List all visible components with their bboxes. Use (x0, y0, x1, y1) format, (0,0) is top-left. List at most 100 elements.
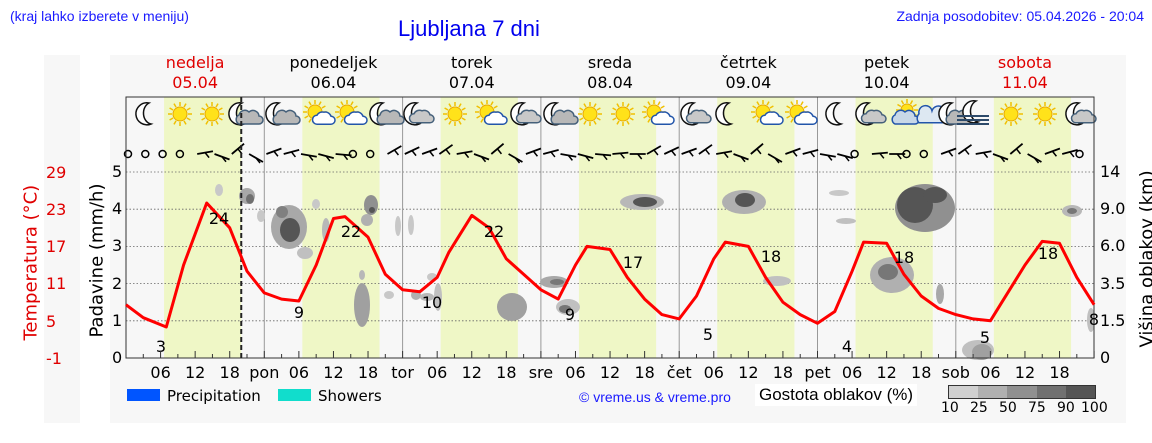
cloud-blob (257, 210, 265, 222)
temperature-annotations: 3 24 9 22 10 22 9 17 5 18 4 18 5 18 8 (156, 209, 1099, 356)
temperature-annotation: 18 (761, 247, 781, 266)
cloud-blob (312, 199, 320, 209)
calm-icon (850, 149, 859, 159)
cloud-blob (246, 194, 254, 204)
cloud-icon (685, 109, 712, 124)
cloud-density-title: Gostota oblakov (%) (755, 384, 918, 406)
moon-icon (962, 100, 981, 124)
cloud-blob (550, 279, 564, 285)
precip-tick: 1 (112, 311, 123, 330)
temperature-axis-panel (44, 55, 80, 423)
x-tick-label: 06 (704, 363, 724, 382)
calm-icon (141, 149, 150, 159)
temperature-annotation: 10 (422, 293, 442, 312)
x-tick-label: 18 (358, 363, 378, 382)
cloud-blob (215, 184, 223, 196)
temperature-annotation: 22 (484, 222, 504, 241)
cloud-icon (860, 109, 887, 124)
temp-tick: 23 (46, 200, 67, 219)
cloud-blob (878, 264, 898, 280)
calm-icon (902, 149, 911, 159)
copyright-link[interactable]: © vreme.us & vreme.pro (579, 389, 731, 405)
cloud-density-colorbar (948, 385, 1096, 399)
temperature-annotation: 9 (565, 305, 575, 324)
cloud-blob (420, 293, 434, 301)
day-name: nedelja (165, 53, 225, 72)
wind-barb-icon (595, 153, 612, 157)
cloud-blob (434, 283, 442, 311)
day-date: 07.04 (448, 73, 495, 92)
cloud-icon (759, 111, 784, 125)
cloud-icon (408, 109, 435, 124)
showers-legend-label: Showers (318, 387, 382, 405)
x-tick-label: 06 (565, 363, 585, 382)
cloud-blob (1067, 208, 1077, 214)
precip-tick: 3 (112, 236, 123, 255)
calm-icon (365, 149, 375, 159)
cloud-blob (408, 215, 414, 235)
cloud-icon (515, 109, 542, 124)
cloud-blob (829, 190, 849, 196)
cloud-blob (384, 291, 394, 299)
cloud-tick: 3.5 (1100, 274, 1126, 293)
day-name: sobota (997, 53, 1053, 72)
day-header: sobota 11.04 (960, 53, 1090, 93)
sun-icon (1033, 102, 1057, 126)
wind-barb-icon (802, 148, 819, 155)
x-tick-label: 18 (634, 363, 654, 382)
cloud-icon (793, 111, 818, 125)
density-tick: 75 (1028, 400, 1046, 416)
cloud-icon (376, 109, 405, 125)
daylight-band (717, 97, 795, 358)
cloud-icon (650, 111, 675, 125)
cloud-icon (272, 109, 301, 125)
sun-icon (578, 102, 602, 126)
page-title: Ljubljana 7 dni (398, 16, 540, 41)
density-tick: 100 (1081, 400, 1108, 416)
x-tick-label: 06 (842, 363, 862, 382)
precip-tick: 4 (112, 199, 123, 218)
sun-icon (200, 102, 224, 126)
cloud-blob (836, 218, 856, 224)
temp-tick: 17 (46, 237, 67, 256)
cloud-icon (311, 111, 336, 125)
x-tick-label: pet (804, 363, 830, 382)
cloud-blob (923, 187, 947, 203)
daylight-band (993, 97, 1072, 358)
precip-tick: 0 (112, 348, 123, 367)
day-header: nedelja 05.04 (130, 53, 260, 93)
density-tick: 25 (970, 400, 988, 416)
wind-barb-icon (542, 148, 559, 155)
sun-icon (611, 102, 635, 126)
temperature-annotation: 17 (623, 253, 643, 272)
day-date: 08.04 (587, 73, 633, 92)
day-header: sreda 08.04 (545, 53, 675, 93)
calm-icon (919, 149, 929, 159)
temperature-annotation: 4 (842, 337, 852, 356)
wind-barb-icon (819, 153, 836, 158)
x-tick-label: 18 (496, 363, 516, 382)
temperature-annotation: 22 (341, 222, 361, 241)
x-tick-label: čet (667, 363, 692, 382)
x-tick-label: 18 (773, 363, 793, 382)
x-tick-label: 12 (738, 363, 758, 382)
temperature-annotation: 24 (209, 209, 229, 228)
moon-icon (135, 102, 154, 126)
x-tick-label: 18 (1049, 363, 1069, 382)
cloud-blob (559, 305, 571, 313)
cloud-icon (1070, 109, 1097, 124)
calm-icon (1075, 149, 1084, 159)
temperature-annotation: 18 (1038, 244, 1058, 263)
temperature-annotation: 3 (156, 337, 166, 356)
x-axis-ticks: 06 12 18 pon 06 12 18 tor 06 12 18 sre 06 12 18 čet 06 12… (125, 351, 1095, 382)
precipitation-legend-swatch (127, 389, 160, 401)
showers-legend-swatch (278, 389, 311, 401)
cloud-blob (276, 206, 288, 218)
day-name: petek (863, 53, 910, 72)
day-name: ponedeljek (289, 53, 378, 72)
wind-barb-icon (560, 153, 577, 158)
day-header: torek 07.04 (407, 53, 537, 93)
x-tick-label: 18 (220, 363, 240, 382)
wind-barb-icon (248, 153, 264, 163)
temp-tick: -1 (46, 349, 62, 368)
